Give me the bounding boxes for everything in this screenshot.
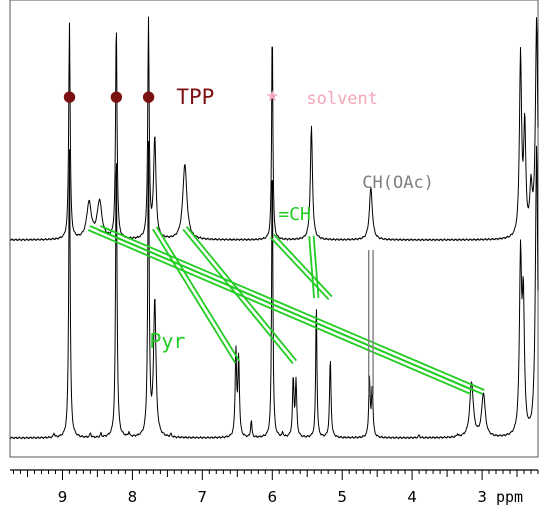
x-tick-label: 4 [407,488,417,506]
marker-3: ● [142,87,155,105]
x-tick-label: 3 [477,488,487,506]
annotations-group: TPP solvent CH(OAc) =CH Pyr [149,85,434,353]
correlation-line-4-2 [182,228,294,364]
correlation-line-5-2 [269,236,330,301]
correlation-line-1-2 [87,229,472,395]
plot-frame [9,0,539,458]
correlation-line-3-1 [155,226,240,362]
annotation-label-2: solvent [306,89,378,109]
correlation-line-3-2 [152,228,237,364]
x-axis-ticks: 9 8 7 6 5 4 3 [13,470,539,506]
x-axis-unit-label: ppm [496,488,523,506]
annotation-label-4: =CH [278,204,311,225]
marker-4: ★ [266,87,279,105]
spectrum-line-1 [9,16,539,242]
x-tick-label: 6 [268,488,278,506]
annotation-label-5: Pyr [149,329,185,353]
spectrum-line-2 [9,140,539,440]
markers-group: ● ● ● ★ [63,87,279,105]
correlation-lines-group [87,225,485,395]
x-tick-label: 7 [198,488,208,506]
correlation-line-2-2 [98,229,483,395]
annotation-label-1: TPP [176,85,214,109]
marker-1: ● [63,87,76,105]
marker-2: ● [110,87,123,105]
x-tick-label: 8 [128,488,138,506]
correlation-line-6-2 [308,236,315,299]
correlation-line-2-1 [100,225,485,391]
correlation-line-6-1 [312,235,320,298]
correlation-line-5-1 [273,233,333,298]
x-tick-label: 9 [58,488,68,506]
correlation-line-4-1 [185,226,297,362]
annotation-label-3: CH(OAc) [362,173,434,193]
spectra-group [9,16,539,440]
x-tick-label: 5 [337,488,347,506]
